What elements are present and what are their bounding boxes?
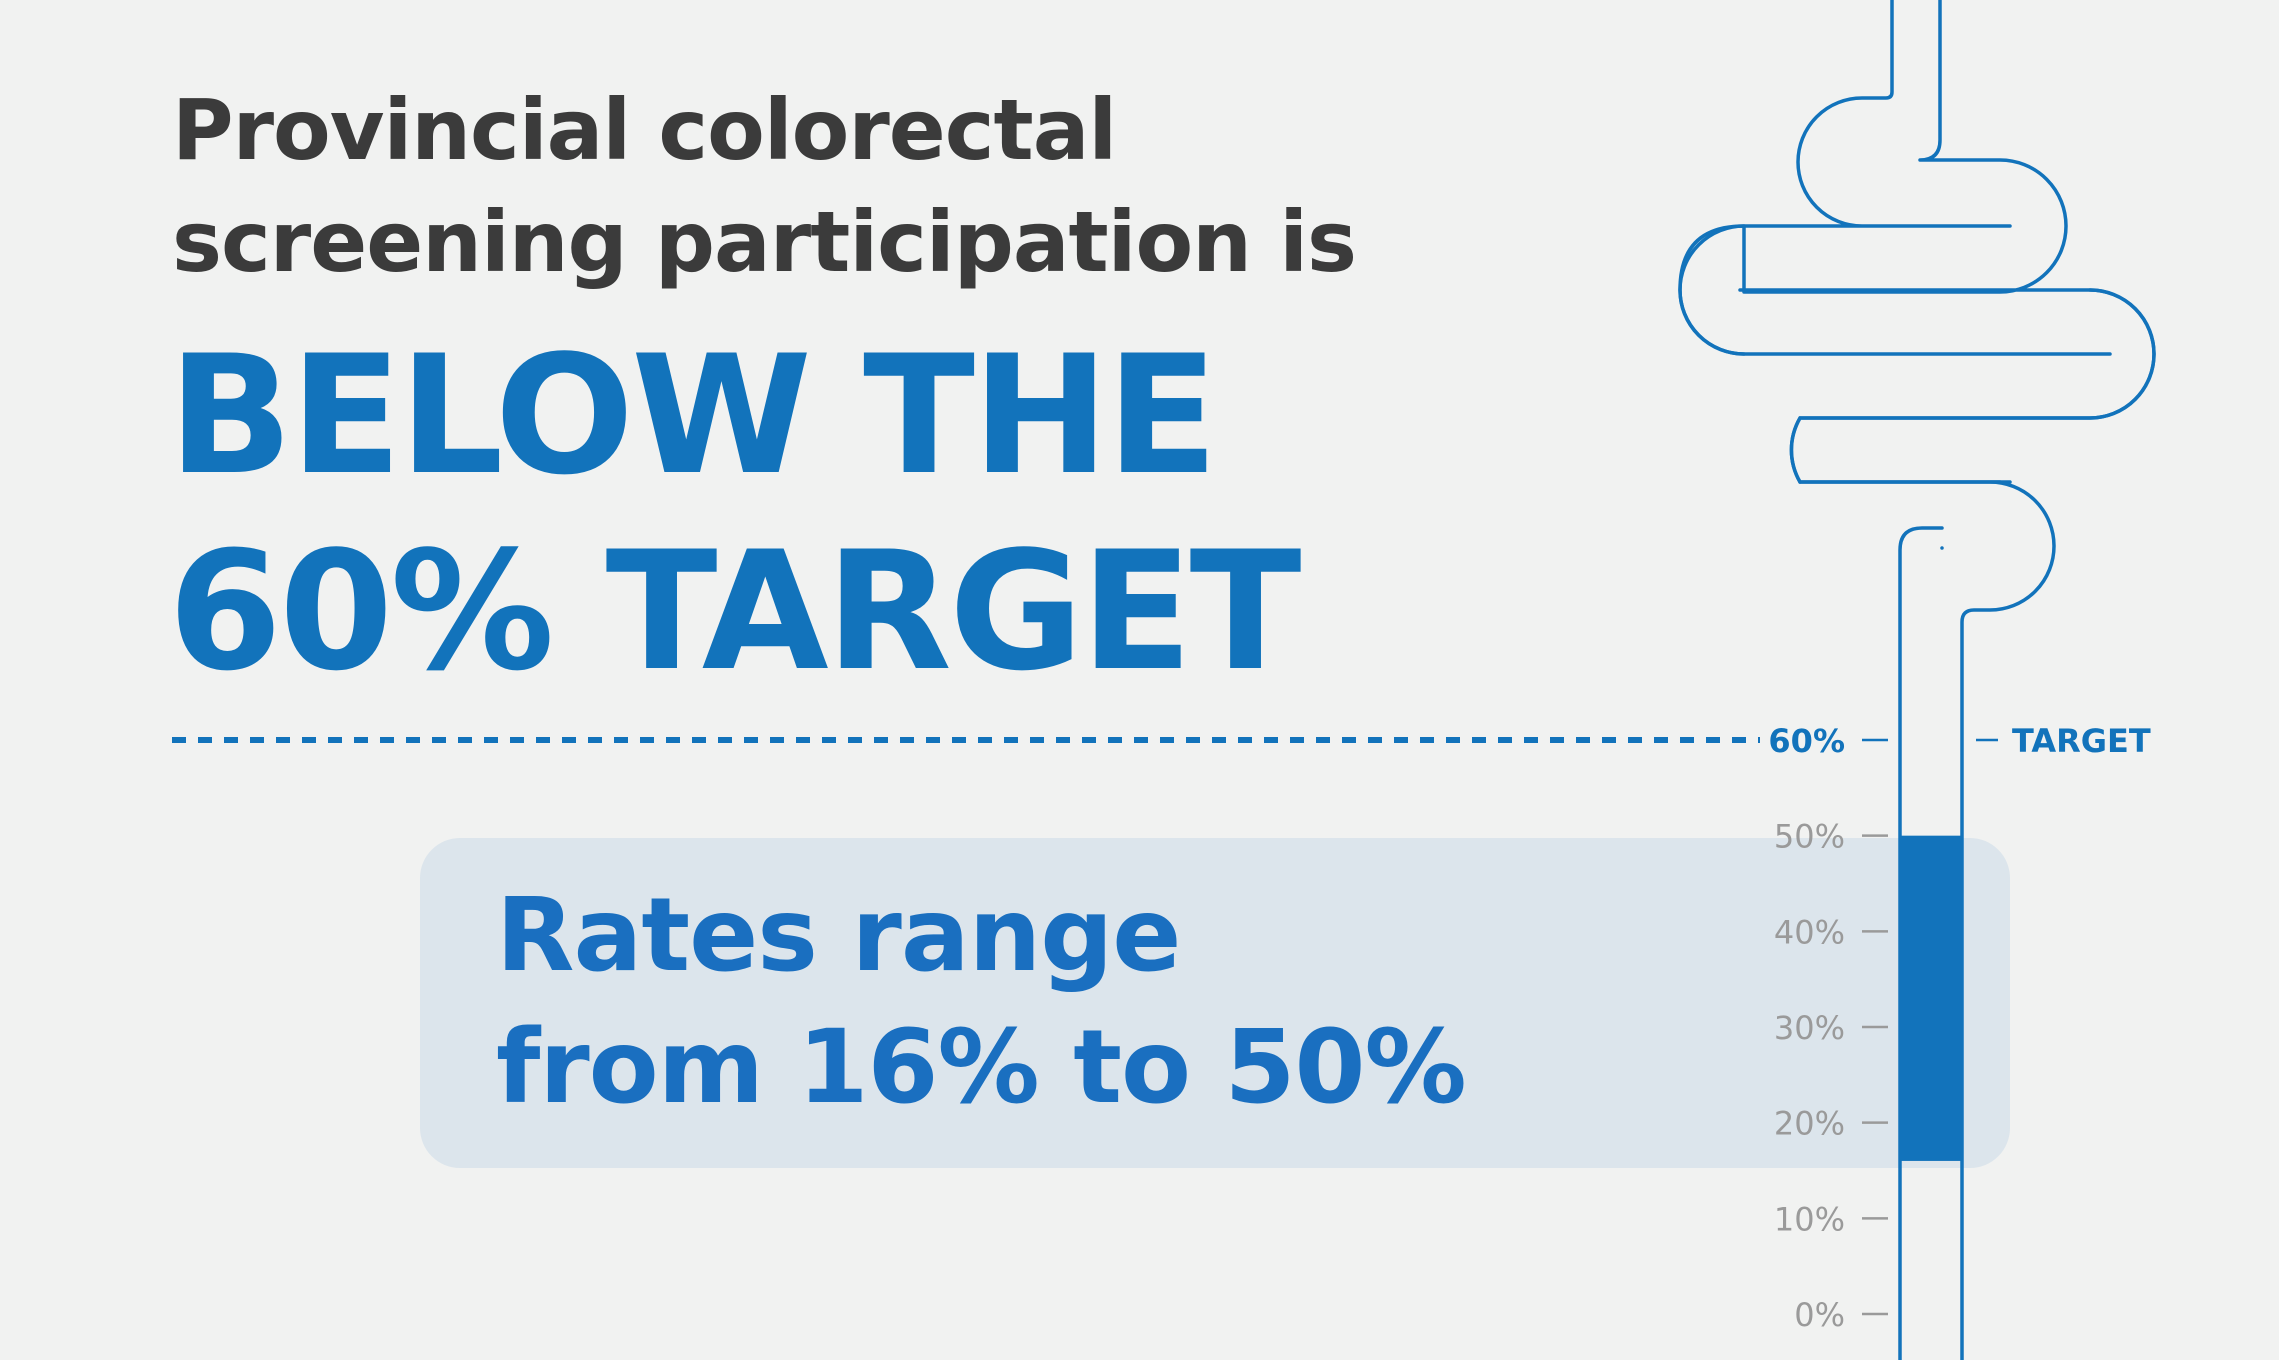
tick-label: 40% xyxy=(1774,913,1845,951)
callout-text: Rates range from 16% to 50% xyxy=(496,870,1467,1134)
target-label: TARGET xyxy=(2012,722,2151,760)
y-axis: 0% 10% 20% 30% 40% 50% 60% xyxy=(1768,722,1888,1334)
colon-outline xyxy=(1678,224,2156,484)
tick-label: 30% xyxy=(1774,1009,1845,1047)
range-bar xyxy=(1900,835,1962,1161)
colon-lower xyxy=(1798,480,2056,1360)
headline-emphasis-line-2: 60% TARGET xyxy=(168,516,1301,707)
callout-line-1: Rates range xyxy=(496,876,1181,995)
headline: Provincial colorectal screening particip… xyxy=(172,74,1357,298)
headline-emphasis: BELOW THE 60% TARGET xyxy=(168,318,1301,710)
target-line: TARGET xyxy=(172,722,2151,760)
tick-label: 10% xyxy=(1774,1200,1845,1238)
callout-line-2: from 16% to 50% xyxy=(496,1008,1467,1127)
colon-illustration xyxy=(1678,0,2156,484)
tick-label: 60% xyxy=(1768,722,1845,760)
tick-label: 50% xyxy=(1774,818,1845,856)
headline-line-2: screening participation is xyxy=(172,193,1357,291)
headline-emphasis-line-1: BELOW THE xyxy=(168,320,1218,511)
headline-line-1: Provincial colorectal xyxy=(172,81,1117,179)
tube-fill xyxy=(1900,835,1962,1161)
callout-box xyxy=(420,838,2010,1168)
tick-label: 20% xyxy=(1774,1105,1845,1143)
tick-label: 0% xyxy=(1794,1296,1845,1334)
